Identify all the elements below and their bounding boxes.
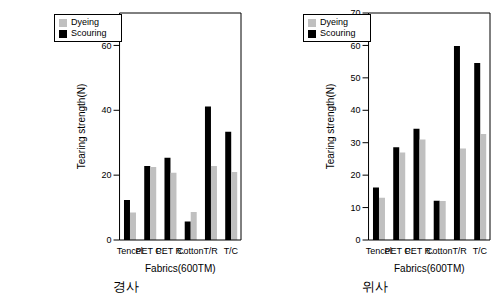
svg-text:Tearing strength(N): Tearing strength(N) — [325, 84, 336, 170]
svg-text:0: 0 — [107, 235, 112, 245]
svg-text:PET C.: PET C. — [384, 246, 414, 257]
svg-text:30: 30 — [351, 138, 361, 148]
svg-text:40: 40 — [102, 105, 112, 115]
html-text:Scouring: Scouring — [71, 28, 107, 38]
html-text:Scouring: Scouring — [320, 28, 356, 38]
svg-text:60: 60 — [102, 41, 112, 51]
svg-text:Tearing strength(N): Tearing strength(N) — [76, 84, 87, 170]
html-text:위사: 위사 — [362, 279, 388, 294]
svg-text:20: 20 — [102, 170, 112, 180]
svg-text:PET R.: PET R. — [155, 246, 185, 257]
html-text:Dyeing: Dyeing — [320, 17, 348, 27]
svg-text:10: 10 — [351, 203, 361, 213]
svg-text:T/R: T/R — [203, 246, 218, 256]
svg-text:PET C.: PET C. — [135, 246, 165, 257]
svg-text:Cotton: Cotton — [426, 246, 453, 256]
html-text:Dyeing: Dyeing — [71, 17, 99, 27]
svg-text:Fabrics(600TM): Fabrics(600TM) — [145, 263, 216, 274]
svg-text:50: 50 — [351, 73, 361, 83]
svg-text:0: 0 — [356, 235, 361, 245]
svg-text:Tencel: Tencel — [365, 246, 392, 257]
svg-text:70: 70 — [351, 8, 361, 18]
svg-text:T/C: T/C — [473, 246, 488, 256]
html-text:경사: 경사 — [113, 279, 139, 294]
svg-text:T/R: T/R — [452, 246, 467, 256]
svg-text:Fabrics(600TM): Fabrics(600TM) — [394, 263, 465, 274]
svg-text:T/C: T/C — [224, 246, 239, 256]
svg-text:PET R.: PET R. — [404, 246, 434, 257]
svg-text:Cotton: Cotton — [177, 246, 204, 256]
svg-text:20: 20 — [351, 170, 361, 180]
svg-text:40: 40 — [351, 105, 361, 115]
svg-text:60: 60 — [351, 41, 361, 51]
svg-text:Tencel: Tencel — [116, 246, 143, 257]
